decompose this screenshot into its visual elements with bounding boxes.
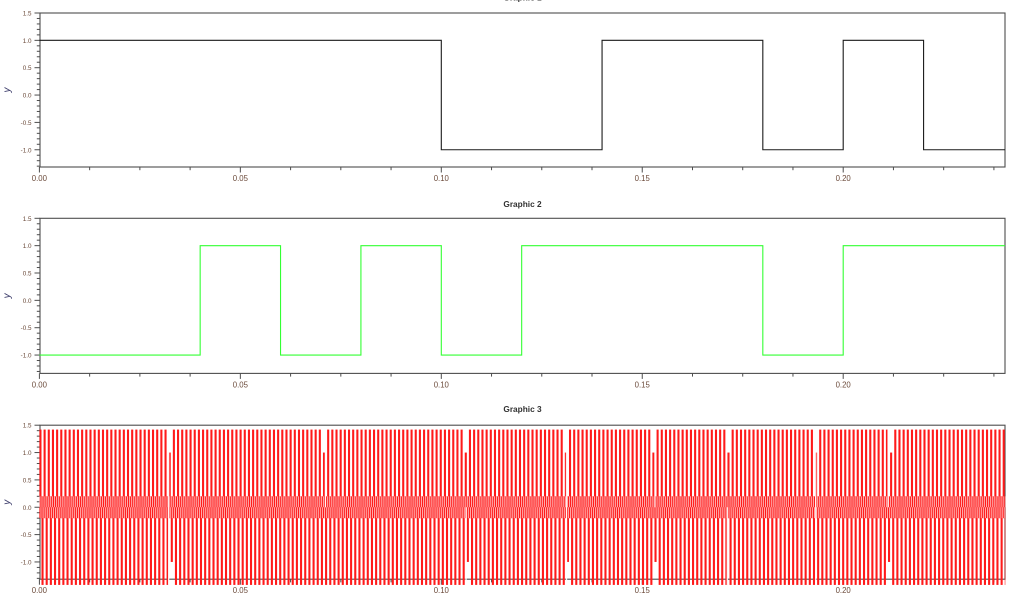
svg-text:0.05: 0.05: [233, 380, 249, 389]
svg-text:0.05: 0.05: [233, 586, 249, 595]
svg-text:0.15: 0.15: [635, 174, 651, 183]
svg-text:0.20: 0.20: [836, 174, 852, 183]
svg-text:-0.5: -0.5: [21, 532, 32, 539]
svg-text:-1.0: -1.0: [21, 559, 32, 566]
svg-text:1.0: 1.0: [23, 243, 32, 250]
svg-text:1.5: 1.5: [23, 216, 32, 223]
svg-text:0.0: 0.0: [23, 93, 32, 100]
svg-text:-1.0: -1.0: [21, 353, 32, 360]
svg-text:0.5: 0.5: [23, 65, 32, 72]
svg-text:0.10: 0.10: [434, 586, 450, 595]
svg-text:0.5: 0.5: [23, 271, 32, 278]
svg-text:0.10: 0.10: [434, 174, 450, 183]
svg-text:Graphic 1: Graphic 1: [503, 0, 542, 3]
svg-text:Graphic 3: Graphic 3: [503, 404, 542, 414]
svg-text:0.00: 0.00: [32, 174, 48, 183]
svg-text:0.00: 0.00: [32, 586, 48, 595]
svg-text:y: y: [2, 499, 13, 506]
svg-text:1.0: 1.0: [23, 38, 32, 45]
svg-text:1.5: 1.5: [23, 423, 32, 430]
svg-text:0.20: 0.20: [836, 586, 852, 595]
svg-text:Graphic 2: Graphic 2: [503, 199, 542, 209]
svg-text:1.0: 1.0: [23, 450, 32, 457]
svg-text:-0.5: -0.5: [21, 325, 32, 332]
svg-text:y: y: [2, 87, 13, 94]
svg-text:y: y: [2, 292, 13, 299]
svg-text:1.5: 1.5: [23, 11, 32, 18]
svg-text:-1.0: -1.0: [21, 147, 32, 154]
svg-text:0.15: 0.15: [635, 380, 651, 389]
svg-text:0.15: 0.15: [635, 586, 651, 595]
svg-text:0.05: 0.05: [233, 174, 249, 183]
svg-text:0.0: 0.0: [23, 298, 32, 305]
svg-text:0.5: 0.5: [23, 477, 32, 484]
svg-text:0.10: 0.10: [434, 380, 450, 389]
svg-text:-0.5: -0.5: [21, 120, 32, 127]
svg-text:0.20: 0.20: [836, 380, 852, 389]
svg-text:0.00: 0.00: [32, 380, 48, 389]
svg-text:0.0: 0.0: [23, 505, 32, 512]
